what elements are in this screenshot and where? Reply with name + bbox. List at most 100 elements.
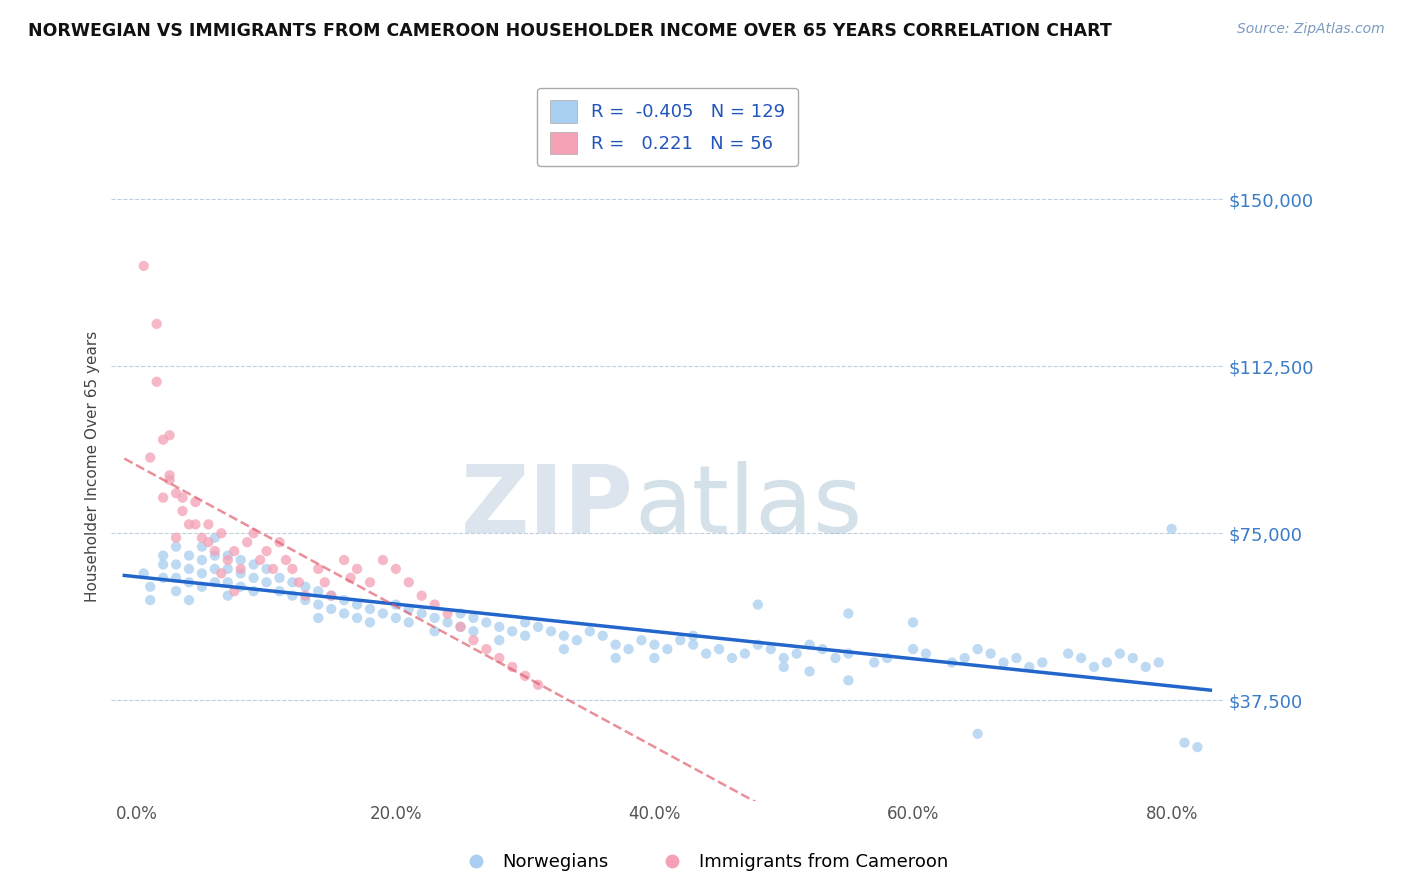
Point: [436, 607, 458, 621]
Point: [721, 651, 744, 665]
Point: [217, 575, 239, 590]
Point: [371, 553, 394, 567]
Point: [811, 642, 834, 657]
Point: [513, 629, 536, 643]
Point: [643, 651, 665, 665]
Point: [191, 553, 214, 567]
Point: [242, 558, 264, 572]
Point: [307, 611, 329, 625]
Point: [398, 602, 420, 616]
Point: [242, 526, 264, 541]
Point: [229, 562, 252, 576]
Point: [139, 450, 162, 465]
Point: [165, 558, 187, 572]
Point: [359, 615, 381, 630]
Point: [1005, 651, 1028, 665]
Point: [527, 620, 550, 634]
Point: [346, 562, 368, 576]
Point: [501, 624, 523, 639]
Point: [901, 642, 924, 657]
Point: [385, 611, 408, 625]
Point: [436, 615, 458, 630]
Point: [488, 633, 510, 648]
Point: [747, 598, 769, 612]
Point: [1095, 656, 1118, 670]
Point: [398, 615, 420, 630]
Point: [159, 428, 181, 442]
Point: [204, 549, 226, 563]
Point: [159, 468, 181, 483]
Point: [256, 562, 278, 576]
Point: [132, 259, 155, 273]
Point: [152, 433, 174, 447]
Point: [224, 544, 246, 558]
Point: [513, 669, 536, 683]
Legend: Norwegians, Immigrants from Cameroon: Norwegians, Immigrants from Cameroon: [450, 847, 956, 879]
Point: [229, 553, 252, 567]
Point: [152, 549, 174, 563]
Point: [359, 575, 381, 590]
Point: [197, 535, 219, 549]
Point: [197, 517, 219, 532]
Point: [565, 633, 588, 648]
Point: [966, 642, 988, 657]
Point: [321, 602, 343, 616]
Point: [242, 571, 264, 585]
Point: [294, 589, 316, 603]
Point: [1173, 736, 1195, 750]
Point: [217, 553, 239, 567]
Point: [980, 647, 1002, 661]
Point: [553, 642, 575, 657]
Point: [269, 535, 291, 549]
Point: [321, 589, 343, 603]
Point: [204, 575, 226, 590]
Point: [423, 598, 446, 612]
Point: [346, 598, 368, 612]
Point: [371, 607, 394, 621]
Point: [339, 571, 361, 585]
Point: [772, 660, 794, 674]
Point: [165, 571, 187, 585]
Point: [488, 620, 510, 634]
Point: [657, 642, 679, 657]
Point: [224, 584, 246, 599]
Point: [184, 517, 207, 532]
Point: [281, 562, 304, 576]
Point: [1018, 660, 1040, 674]
Text: ZIP: ZIP: [461, 460, 634, 552]
Point: [139, 580, 162, 594]
Point: [177, 593, 200, 607]
Point: [837, 607, 859, 621]
Point: [209, 566, 232, 581]
Point: [217, 562, 239, 576]
Point: [132, 566, 155, 581]
Point: [578, 624, 600, 639]
Point: [281, 589, 304, 603]
Point: [249, 553, 271, 567]
Point: [1187, 740, 1209, 755]
Point: [876, 651, 898, 665]
Text: Source: ZipAtlas.com: Source: ZipAtlas.com: [1237, 22, 1385, 37]
Point: [229, 566, 252, 581]
Point: [824, 651, 846, 665]
Point: [540, 624, 562, 639]
Point: [966, 727, 988, 741]
Point: [165, 584, 187, 599]
Point: [333, 593, 356, 607]
Point: [333, 607, 356, 621]
Point: [592, 629, 614, 643]
Legend: R =  -0.405   N = 129, R =   0.221   N = 56: R = -0.405 N = 129, R = 0.221 N = 56: [537, 87, 797, 166]
Point: [177, 575, 200, 590]
Point: [423, 611, 446, 625]
Point: [799, 638, 821, 652]
Point: [346, 611, 368, 625]
Point: [463, 624, 485, 639]
Point: [177, 562, 200, 576]
Point: [139, 593, 162, 607]
Point: [901, 615, 924, 630]
Point: [475, 642, 498, 657]
Point: [1147, 656, 1170, 670]
Point: [242, 584, 264, 599]
Point: [1122, 651, 1144, 665]
Point: [553, 629, 575, 643]
